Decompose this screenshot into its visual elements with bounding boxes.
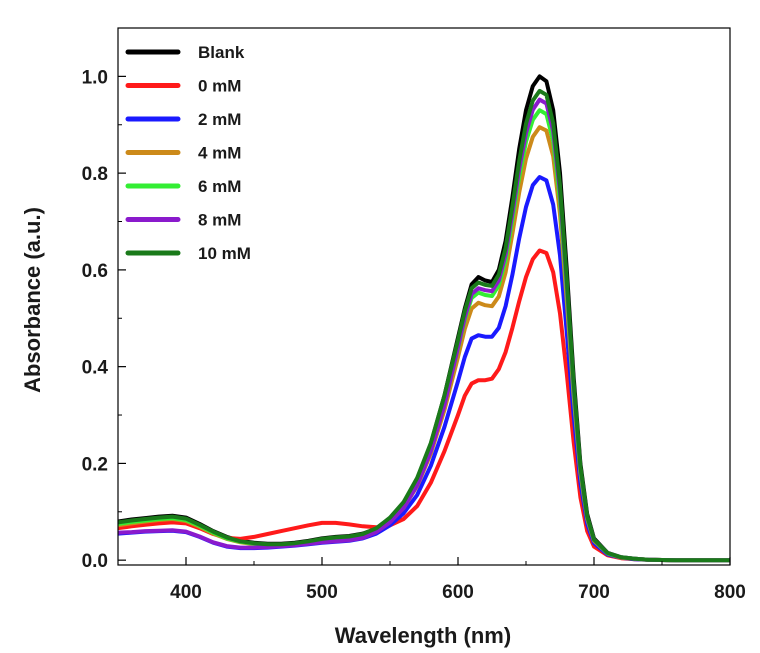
y-tick-label-5: 1.0 — [82, 67, 108, 88]
y-tick-label-3: 0.6 — [82, 261, 108, 282]
legend-label-4: 6 mM — [198, 177, 241, 196]
series-line-1 — [118, 248, 730, 563]
legend-label-0: Blank — [198, 43, 245, 62]
x-tick-label-4: 800 — [714, 582, 746, 603]
legend-label-2: 2 mM — [198, 110, 241, 129]
x-axis-title: Wavelength (nm) — [335, 623, 511, 648]
legend-label-5: 8 mM — [198, 211, 241, 230]
legend: Blank 0 mM 2 mM 4 mM 6 mM 8 mM 10 mM — [125, 43, 251, 263]
x-axis: 400 500 600 700 800 — [117, 557, 746, 603]
plot-area — [117, 27, 731, 566]
plot-frame — [117, 27, 731, 566]
legend-label-3: 4 mM — [198, 144, 241, 163]
y-tick-label-1: 0.2 — [82, 454, 108, 475]
y-axis: 0.0 0.2 0.4 0.6 0.8 1.0 — [82, 67, 126, 572]
series-line-2 — [118, 175, 730, 563]
x-tick-label-3: 700 — [578, 582, 610, 603]
x-tick-label-1: 500 — [306, 582, 338, 603]
x-tick-label-2: 600 — [442, 582, 474, 603]
y-tick-label-4: 0.8 — [82, 164, 108, 185]
legend-label-1: 0 mM — [198, 77, 241, 96]
series-lines — [118, 74, 730, 563]
legend-label-6: 10 mM — [198, 244, 251, 263]
y-tick-label-0: 0.0 — [82, 551, 108, 572]
y-tick-label-2: 0.4 — [82, 358, 109, 379]
series-line-6 — [118, 88, 730, 563]
y-axis-title: Absorbance (a.u.) — [20, 207, 45, 393]
x-tick-label-0: 400 — [170, 582, 202, 603]
